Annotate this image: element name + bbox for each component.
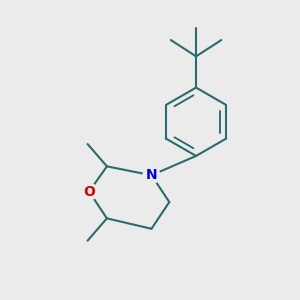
Circle shape — [143, 167, 160, 184]
Text: N: N — [146, 168, 157, 182]
Text: O: O — [83, 184, 95, 199]
Circle shape — [81, 183, 98, 200]
